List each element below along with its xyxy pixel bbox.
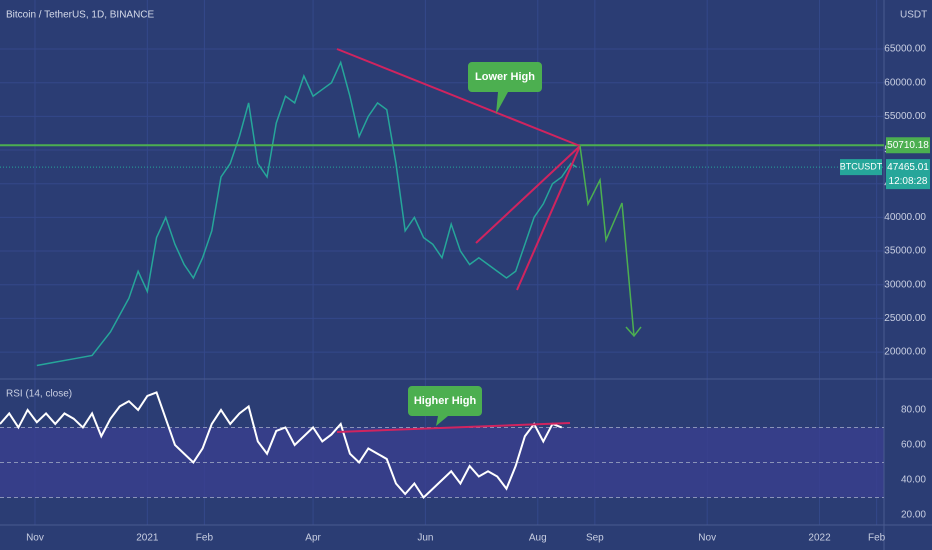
symbol-label: BTCUSDT xyxy=(840,161,883,171)
x-tick-label: Feb xyxy=(196,533,214,544)
wedge-line xyxy=(475,145,581,244)
y-tick-label: 20.00 xyxy=(901,510,926,521)
y-tick-label: 25000.00 xyxy=(884,313,926,324)
y-tick-label: 40.00 xyxy=(901,475,926,486)
symbol-box xyxy=(840,159,882,176)
last-price-box xyxy=(886,159,930,190)
y-tick-label: 55000.00 xyxy=(884,111,926,122)
x-tick-label: Jun xyxy=(417,533,433,544)
x-tick-label: 2022 xyxy=(808,533,831,544)
callout xyxy=(408,386,482,426)
y-tick-label: 60.00 xyxy=(901,440,926,451)
countdown-label: 12:08:28 xyxy=(889,176,928,187)
last-price-label: 47465.01 xyxy=(887,162,929,173)
rsi-title: RSI (14, close) xyxy=(6,389,72,400)
price-label-box xyxy=(886,137,930,154)
callout-text: Higher High xyxy=(414,395,477,407)
series-line xyxy=(36,60,577,367)
plot xyxy=(0,60,884,500)
y-tick-label: 80.00 xyxy=(901,405,926,416)
y-tick-label: 40000.00 xyxy=(884,212,926,223)
x-tick-label: Aug xyxy=(529,533,547,544)
unit-label: USDT xyxy=(900,10,927,21)
x-tick-label: Nov xyxy=(26,533,44,544)
rsi-trend-line xyxy=(336,422,571,433)
y-tick-label: 20000.00 xyxy=(884,347,926,358)
trend-line xyxy=(336,48,581,147)
x-tick-label: Nov xyxy=(698,533,716,544)
series-line xyxy=(0,391,563,500)
x-tick-label: Feb xyxy=(868,533,886,544)
price-label: 50710.18 xyxy=(887,140,929,151)
chart-title: Bitcoin / TetherUS, 1D, BINANCE xyxy=(6,10,155,21)
y-tick-label: 30000.00 xyxy=(884,279,926,290)
callout-text: Lower High xyxy=(475,71,535,83)
x-tick-label: Sep xyxy=(586,533,604,544)
wedge-line xyxy=(516,145,581,291)
y-tick-label: 35000.00 xyxy=(884,246,926,257)
projection-arrow xyxy=(625,326,642,338)
x-tick-label: Apr xyxy=(305,533,321,544)
y-tick-label: 60000.00 xyxy=(884,77,926,88)
projection xyxy=(579,145,635,337)
callout xyxy=(468,62,542,114)
x-tick-label: 2021 xyxy=(136,533,159,544)
y-tick-label: 65000.00 xyxy=(884,44,926,55)
